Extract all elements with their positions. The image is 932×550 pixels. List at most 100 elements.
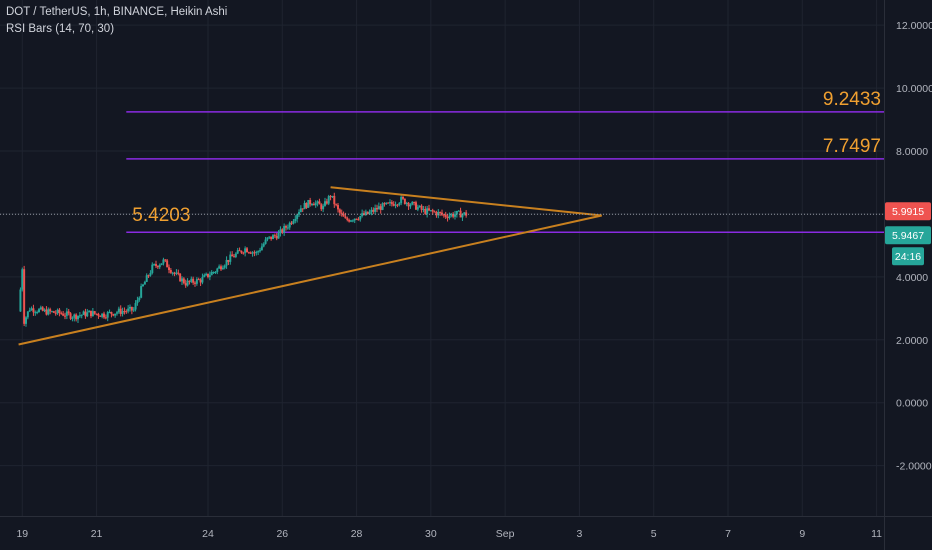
candle-body [166,260,169,268]
candle-body [398,203,401,205]
candle-body [234,253,237,257]
x-tick-label: 3 [577,528,583,540]
candle-body [331,195,334,197]
candle-body [41,307,44,311]
candle-body [134,303,137,310]
candle-body [164,259,167,261]
candle-body [428,208,430,211]
x-tick-label: 19 [16,528,28,540]
candle-body [201,277,204,283]
y-tick-label: 4.0000 [896,272,928,284]
candle-body [34,312,37,314]
candle-body [368,211,371,215]
candle-body [342,213,345,217]
candle-body [307,200,310,208]
level-label: 5.4203 [132,205,190,226]
candle-body [387,202,390,204]
candle-body [303,203,306,210]
candle-body [225,259,228,266]
candle-body [125,311,128,313]
candle-body [151,264,154,273]
candle-body [56,309,59,314]
candle-body [441,212,443,215]
candle-body [454,214,456,217]
candle-body [413,201,416,203]
level-price-badge-bg [885,226,931,245]
candle-body [294,218,297,221]
candle-body [390,202,393,204]
candle-body [327,196,330,204]
candle-body [420,205,423,210]
candle-body [153,264,156,266]
candle-body [320,204,323,210]
candle-body [433,211,436,213]
candle-body [25,317,27,324]
candle-body [322,205,325,210]
candle-body [142,284,144,287]
candle-body [461,214,464,218]
candle-body [324,201,326,206]
candle-body [333,195,336,205]
candle-body [385,202,388,205]
symbol-title[interactable]: DOT / TetherUS, 1h, BINANCE, Heikin Ashi [6,6,228,18]
candle-body [114,313,117,316]
candle-body [298,212,300,215]
candle-body [455,210,458,215]
candle-body [355,218,358,220]
candle-body [329,196,332,198]
candle-body [444,214,447,217]
candle-body [73,314,76,318]
candle-body [62,313,65,316]
trendlines[interactable] [18,186,602,346]
candle-body [195,279,198,284]
candle-body [130,306,133,311]
candle-body [288,222,291,228]
candle-body [78,315,81,317]
candle-body [143,281,146,285]
candle-body [426,208,429,214]
candle-body [285,226,287,228]
candle-body [281,229,284,233]
candle-body [340,212,343,214]
candle-body [156,265,159,268]
candle-body [364,211,367,215]
candle-body [452,213,455,217]
candle-body [389,202,391,204]
candle-body [38,309,40,313]
candle-body [216,268,219,272]
candle-body [158,264,161,268]
candle-body [344,216,347,219]
candle-body [231,254,234,257]
candle-body [45,309,48,315]
candle-body [377,206,380,210]
candle-body [54,312,57,314]
candles [19,192,468,327]
candle-body [463,212,466,215]
countdown-badge: 24:16 [895,251,921,263]
trendline [18,214,602,346]
candle-body [405,202,408,204]
x-tick-label: 28 [351,528,363,540]
candle-body [270,236,273,240]
candle-body [214,271,217,273]
indicator-title[interactable]: RSI Bars (14, 70, 30) [6,23,115,35]
candle-body [407,202,410,207]
candle-body [58,309,61,314]
candle-body [30,308,33,311]
y-tick-label: 8.0000 [896,146,928,158]
candle-body [106,312,109,318]
candle-body [99,315,102,317]
candle-body [212,272,215,274]
horizontal-levels[interactable]: 9.2433 7.7497 5.4203 [126,89,884,233]
candle-body [346,218,349,220]
candle-body [149,272,152,276]
candle-body [311,204,313,206]
candle-body [49,309,52,312]
candle-body [361,213,364,216]
candle-body [335,204,338,206]
candle-body [242,252,245,254]
